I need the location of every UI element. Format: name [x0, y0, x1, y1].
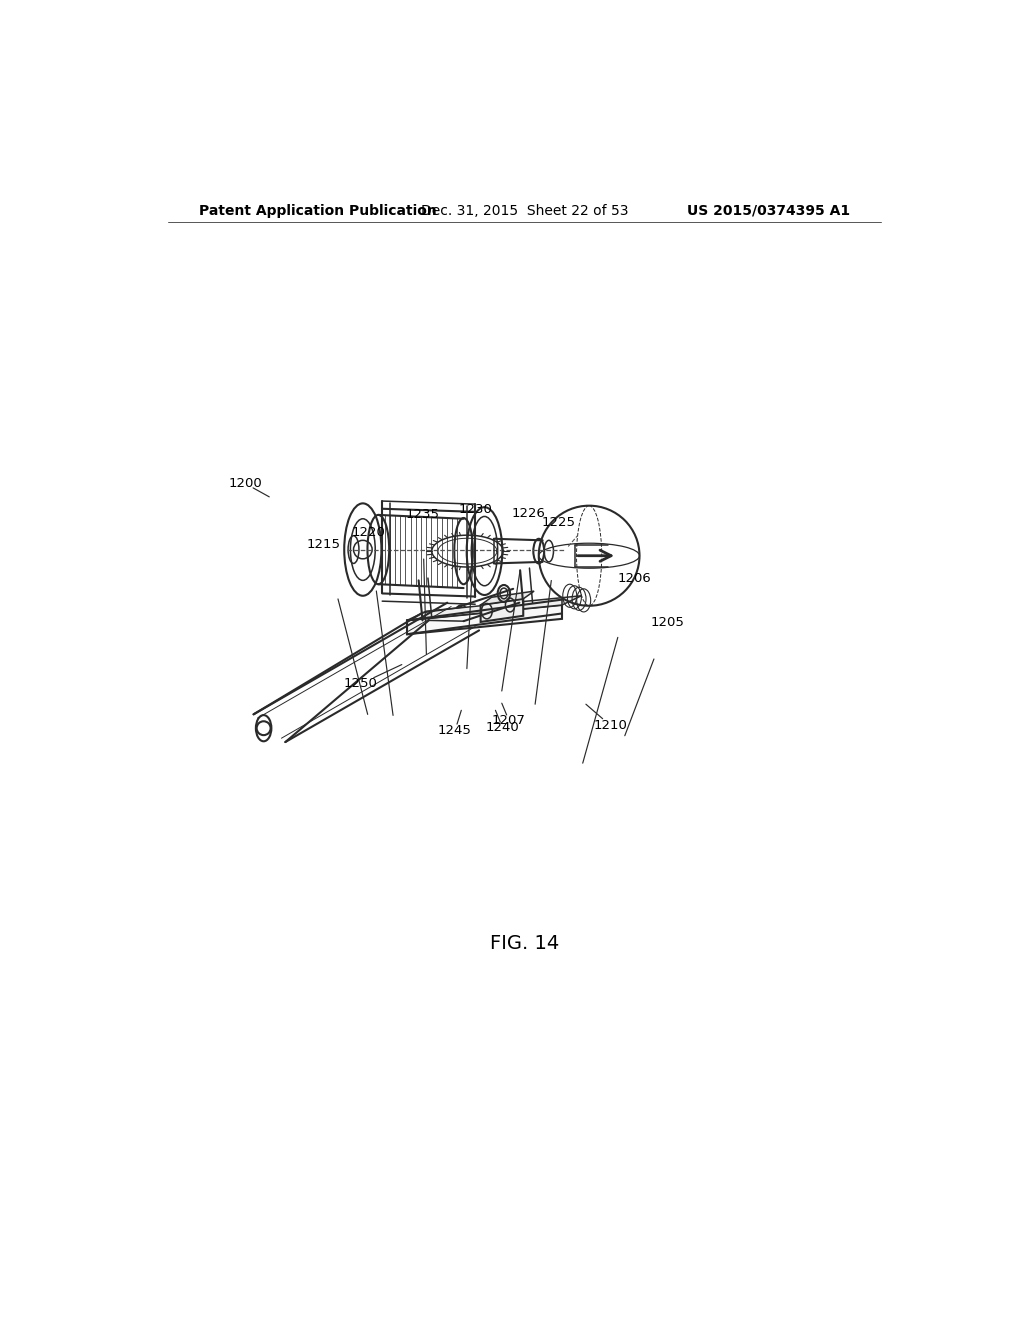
Text: 1240: 1240 — [485, 721, 519, 734]
Text: 1210: 1210 — [594, 719, 628, 733]
Text: 1245: 1245 — [438, 725, 472, 737]
Text: US 2015/0374395 A1: US 2015/0374395 A1 — [687, 203, 850, 218]
Polygon shape — [480, 591, 535, 605]
Text: 1200: 1200 — [228, 477, 262, 490]
Text: 1225: 1225 — [542, 516, 575, 529]
Text: Patent Application Publication: Patent Application Publication — [200, 203, 437, 218]
Text: 1215: 1215 — [307, 539, 341, 552]
Text: FIG. 14: FIG. 14 — [490, 935, 559, 953]
Text: 1250: 1250 — [344, 677, 378, 690]
Polygon shape — [407, 605, 562, 635]
Polygon shape — [480, 599, 523, 622]
Text: 1220: 1220 — [351, 525, 385, 539]
Text: 1206: 1206 — [617, 572, 651, 585]
Polygon shape — [407, 595, 582, 620]
Text: 1235: 1235 — [406, 508, 439, 520]
Text: Dec. 31, 2015  Sheet 22 of 53: Dec. 31, 2015 Sheet 22 of 53 — [421, 203, 629, 218]
Text: 1205: 1205 — [650, 616, 685, 630]
Text: 1207: 1207 — [492, 714, 526, 727]
Text: 1230: 1230 — [459, 503, 493, 516]
Text: 1226: 1226 — [512, 507, 546, 520]
